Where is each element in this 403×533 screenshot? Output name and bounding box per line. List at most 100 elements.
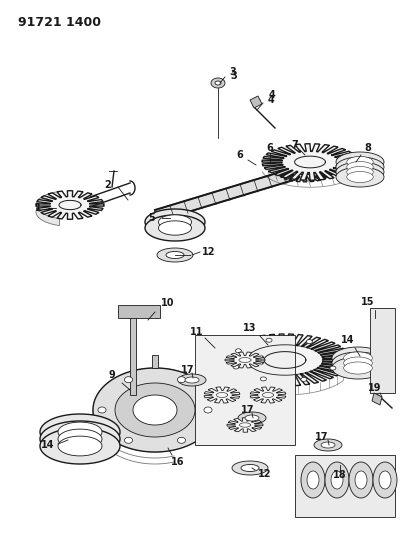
Polygon shape xyxy=(232,461,268,475)
Bar xyxy=(295,455,395,517)
Text: 6: 6 xyxy=(237,150,243,160)
Text: 16: 16 xyxy=(171,457,185,467)
Polygon shape xyxy=(347,172,373,182)
Polygon shape xyxy=(379,471,391,489)
Polygon shape xyxy=(330,366,336,370)
Polygon shape xyxy=(266,338,272,342)
Polygon shape xyxy=(301,377,307,382)
Polygon shape xyxy=(336,162,384,182)
Polygon shape xyxy=(235,349,241,353)
Polygon shape xyxy=(125,437,133,443)
Polygon shape xyxy=(314,439,342,451)
Polygon shape xyxy=(177,437,185,443)
Polygon shape xyxy=(185,377,199,383)
Text: 9: 9 xyxy=(109,370,115,380)
Polygon shape xyxy=(347,157,373,167)
Polygon shape xyxy=(233,365,239,369)
Polygon shape xyxy=(98,407,106,413)
Polygon shape xyxy=(118,305,160,318)
Polygon shape xyxy=(58,429,102,449)
Text: 15: 15 xyxy=(361,297,375,307)
Polygon shape xyxy=(145,209,205,235)
Text: 12: 12 xyxy=(258,469,272,479)
Polygon shape xyxy=(372,393,382,405)
Polygon shape xyxy=(277,162,333,182)
Polygon shape xyxy=(344,352,372,364)
Polygon shape xyxy=(93,368,217,452)
Text: 4: 4 xyxy=(268,95,275,105)
Polygon shape xyxy=(115,383,195,437)
Polygon shape xyxy=(157,248,193,262)
Text: 10: 10 xyxy=(161,298,175,308)
Polygon shape xyxy=(36,191,104,219)
Polygon shape xyxy=(331,471,343,489)
Polygon shape xyxy=(178,374,206,386)
Text: 3: 3 xyxy=(230,67,237,77)
Polygon shape xyxy=(225,352,265,368)
Polygon shape xyxy=(349,462,373,498)
Bar xyxy=(370,308,395,393)
Polygon shape xyxy=(332,347,384,369)
Polygon shape xyxy=(211,78,225,88)
Polygon shape xyxy=(347,161,373,173)
Polygon shape xyxy=(260,377,266,381)
Polygon shape xyxy=(177,377,185,383)
Text: 4: 4 xyxy=(269,90,275,100)
Polygon shape xyxy=(133,395,177,425)
Polygon shape xyxy=(250,387,286,403)
Text: 7: 7 xyxy=(292,140,298,150)
Bar xyxy=(195,335,295,445)
Text: 12: 12 xyxy=(202,247,216,257)
Text: 18: 18 xyxy=(333,470,347,480)
Polygon shape xyxy=(307,471,319,489)
Polygon shape xyxy=(373,462,397,498)
Text: 5: 5 xyxy=(149,213,156,223)
Polygon shape xyxy=(158,215,191,229)
Polygon shape xyxy=(301,462,325,498)
Polygon shape xyxy=(40,421,120,457)
Polygon shape xyxy=(58,422,102,442)
Text: 3: 3 xyxy=(230,71,237,81)
Polygon shape xyxy=(204,407,212,413)
Polygon shape xyxy=(215,81,221,85)
Polygon shape xyxy=(36,191,60,225)
Text: 8: 8 xyxy=(365,143,372,153)
Polygon shape xyxy=(40,428,120,464)
Text: 19: 19 xyxy=(368,383,382,393)
Polygon shape xyxy=(220,334,350,386)
Polygon shape xyxy=(227,418,263,432)
Text: 91721 1400: 91721 1400 xyxy=(18,15,101,28)
Polygon shape xyxy=(245,415,259,421)
Polygon shape xyxy=(344,362,372,374)
Polygon shape xyxy=(130,315,136,395)
Polygon shape xyxy=(238,412,266,424)
Text: 1: 1 xyxy=(35,203,42,213)
Polygon shape xyxy=(336,157,384,177)
Polygon shape xyxy=(250,96,262,108)
Polygon shape xyxy=(336,167,384,187)
Polygon shape xyxy=(306,340,312,344)
Polygon shape xyxy=(125,377,133,383)
Polygon shape xyxy=(145,215,205,241)
Polygon shape xyxy=(344,357,372,369)
Polygon shape xyxy=(158,221,191,235)
Text: 13: 13 xyxy=(243,323,257,333)
Text: 6: 6 xyxy=(267,143,273,153)
Text: 17: 17 xyxy=(241,405,255,415)
Text: 11: 11 xyxy=(190,327,204,337)
Polygon shape xyxy=(332,352,384,374)
Polygon shape xyxy=(332,357,384,379)
Polygon shape xyxy=(321,442,335,448)
Polygon shape xyxy=(204,387,240,403)
Polygon shape xyxy=(155,160,320,222)
Text: 17: 17 xyxy=(181,365,195,375)
Polygon shape xyxy=(58,436,102,456)
Polygon shape xyxy=(336,152,384,172)
Polygon shape xyxy=(325,462,349,498)
Text: 17: 17 xyxy=(315,432,329,442)
Polygon shape xyxy=(40,414,120,450)
Polygon shape xyxy=(347,166,373,177)
Polygon shape xyxy=(262,144,358,180)
Polygon shape xyxy=(241,464,259,472)
Polygon shape xyxy=(166,252,184,259)
